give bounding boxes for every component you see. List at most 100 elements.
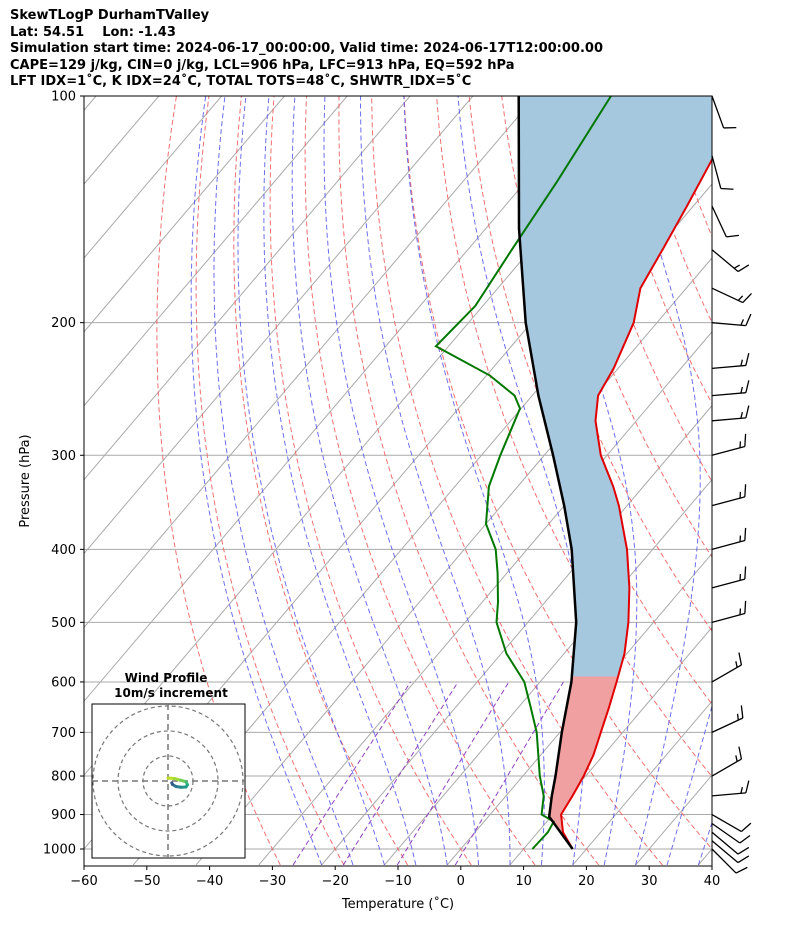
- wind-barb: [711, 848, 748, 874]
- barb-half-flag: [740, 319, 745, 326]
- barb-flag: [737, 264, 750, 273]
- barb-staff: [711, 758, 742, 777]
- isotherm: [321, 404, 712, 866]
- barb-staff: [711, 612, 746, 623]
- header-indices: LFT IDX=1˚C, K IDX=24˚C, TOTAL TOTS=48˚C…: [10, 74, 472, 89]
- wind-barb: [711, 566, 747, 589]
- moist-adiabat: [457, 96, 587, 866]
- header-params: CAPE=129 j/kg, CIN=0 j/kg, LCL=906 hPa, …: [10, 57, 515, 73]
- y-tick-label: 800: [51, 770, 76, 785]
- wind-barb: [711, 831, 750, 855]
- dry-adiabat: [233, 96, 409, 866]
- moist-adiabat: [697, 820, 712, 866]
- barb-half-flag: [740, 411, 743, 419]
- cape-area: [518, 96, 712, 682]
- barb-staff: [711, 792, 746, 797]
- wind-barb: [711, 287, 752, 304]
- inset-title: Wind Profile: [125, 671, 208, 685]
- x-tick-label: 10: [515, 874, 532, 889]
- barb-half-flag: [737, 295, 744, 301]
- y-tick-label: 500: [51, 616, 76, 631]
- isotherm: [761, 96, 794, 865]
- isotherm: [384, 478, 712, 866]
- wind-barb: [711, 840, 750, 864]
- barb-staff: [711, 831, 739, 855]
- isotherm: [84, 96, 411, 481]
- wind-barb: [711, 705, 744, 733]
- dry-adiabat: [195, 96, 345, 866]
- y-axis-label: Pressure (hPa): [18, 434, 33, 527]
- barb-half-flag: [740, 787, 743, 794]
- barb-staff: [711, 155, 722, 189]
- y-tick-label: 900: [51, 808, 76, 823]
- barb-flag: [738, 746, 743, 760]
- barb-staff: [711, 664, 742, 683]
- barb-flag: [745, 780, 750, 794]
- moist-adiabat: [237, 96, 385, 866]
- moist-adiabat: [526, 96, 638, 866]
- wind-barb: [711, 155, 734, 190]
- hodograph-segment: [170, 781, 174, 786]
- isotherm: [84, 96, 97, 111]
- barb-flag: [737, 855, 750, 864]
- barb-flag: [726, 234, 740, 238]
- barb-flag: [744, 527, 747, 541]
- barb-staff: [711, 392, 746, 397]
- x-tick-label: −60: [70, 874, 97, 889]
- wind-barb: [711, 527, 747, 550]
- y-tick-label: 100: [51, 90, 76, 105]
- moist-adiabat: [360, 96, 511, 865]
- barb-staff: [711, 717, 744, 733]
- parcel-line: [517, 96, 578, 850]
- barb-flag: [744, 484, 747, 497]
- barb-staff: [711, 287, 744, 304]
- y-tick-label: 600: [51, 675, 76, 690]
- barb-staff: [711, 417, 746, 422]
- mixing-ratio-line: [454, 681, 564, 866]
- header-location: Lat: 54.51 Lon: -1.43: [10, 24, 176, 40]
- wind-barb: [711, 780, 750, 797]
- mixing-ratio-line: [396, 681, 510, 866]
- dewpoint-line: [434, 96, 612, 850]
- x-axis-label: Temperature (˚C): [341, 896, 454, 912]
- header-times: Simulation start time: 2024-06-17_00:00:…: [10, 41, 603, 56]
- barb-flag: [744, 600, 747, 614]
- wind-barb: [711, 433, 747, 456]
- y-tick-label: 400: [51, 543, 76, 558]
- barb-half-flag: [740, 359, 743, 367]
- barb-staff: [711, 539, 746, 550]
- x-tick-label: 30: [641, 874, 658, 889]
- barb-staff: [711, 445, 746, 456]
- barb-staff: [711, 848, 737, 874]
- barb-staff: [711, 205, 727, 238]
- x-tick-label: −30: [259, 874, 286, 889]
- barb-flag: [742, 292, 752, 304]
- wind-barb: [711, 746, 743, 777]
- mixing-ratio-line: [342, 681, 459, 866]
- barb-staff: [711, 840, 739, 864]
- wind-barb: [711, 405, 750, 422]
- barb-staff: [711, 95, 725, 129]
- barb-flag: [745, 405, 750, 419]
- moist-adiabat: [323, 96, 480, 865]
- wind-barb: [711, 813, 752, 833]
- dry-adiabat: [762, 96, 794, 865]
- barb-staff: [711, 578, 746, 589]
- dry-adiabat: [436, 96, 712, 778]
- y-tick-label: 300: [51, 449, 76, 464]
- inset-subtitle: 10m/s increment: [114, 686, 228, 700]
- barb-half-flag: [735, 661, 738, 668]
- wind-barb: [711, 600, 747, 623]
- barb-half-flag: [736, 713, 739, 721]
- moist-adiabat: [263, 96, 417, 866]
- y-tick-label: 1000: [43, 843, 76, 858]
- mixing-ratio-line: [292, 681, 412, 866]
- barb-staff: [711, 813, 742, 833]
- x-tick-label: 40: [704, 874, 721, 889]
- isotherm: [84, 96, 599, 703]
- barb-half-flag: [733, 264, 740, 269]
- barb-flag: [740, 705, 744, 719]
- dry-adiabat: [156, 96, 281, 866]
- barb-flag: [720, 187, 734, 190]
- barb-staff: [711, 322, 746, 327]
